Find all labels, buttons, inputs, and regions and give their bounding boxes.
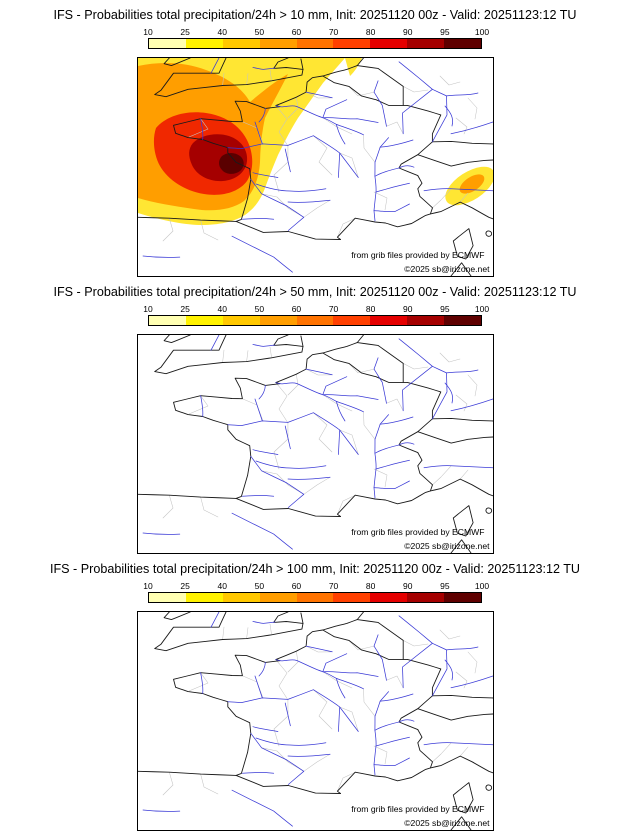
probability-colorbar: 10 25 40 50 60 70 80 90 95 100: [143, 304, 489, 326]
ecmwf-credit: from grib files provided by ECMWF: [351, 804, 485, 814]
colorbar-tick-label: 100: [474, 581, 490, 591]
france-probability-map: [138, 612, 493, 830]
colorbar-segment: [370, 316, 408, 325]
copyright-credit: ©2025 sb@irizone.net: [404, 264, 490, 274]
colorbar-tick-label: 90: [403, 304, 413, 314]
colorbar-segment: [185, 39, 223, 48]
colorbar-tick-label: 70: [328, 581, 339, 591]
colorbar-gradient: [148, 315, 482, 326]
panel-precip-gt100: IFS - Probabilities total precipitation/…: [0, 554, 630, 831]
colorbar-tick-label: 10: [143, 304, 153, 314]
france-probability-map: [138, 58, 493, 276]
colorbar-tick-label: 95: [440, 304, 450, 314]
panel-title: IFS - Probabilities total precipitation/…: [49, 562, 581, 576]
colorbar-segment: [185, 316, 223, 325]
colorbar-segment: [296, 316, 334, 325]
colorbar-tick-label: 60: [291, 27, 302, 37]
colorbar-segment: [259, 316, 297, 325]
colorbar-segment: [407, 316, 445, 325]
colorbar-segment: [444, 593, 482, 602]
colorbar-segment: [296, 39, 334, 48]
colorbar-tick-label: 50: [254, 304, 265, 314]
map-frame: from grib files provided by ECMWF ©2025 …: [136, 334, 494, 554]
colorbar-tick-label: 25: [180, 581, 190, 591]
colorbar-segment: [296, 593, 334, 602]
colorbar-segment: [259, 593, 297, 602]
colorbar-tick-label: 60: [291, 581, 302, 591]
colorbar-segment: [149, 316, 186, 325]
map-frame: from grib files provided by ECMWF ©2025 …: [136, 57, 494, 277]
panel-precip-gt50: IFS - Probabilities total precipitation/…: [0, 277, 630, 554]
colorbar-tick-label: 70: [328, 304, 339, 314]
colorbar-segment: [149, 39, 186, 48]
panel-title: IFS - Probabilities total precipitation/…: [53, 285, 577, 299]
ecmwf-credit: from grib files provided by ECMWF: [351, 250, 485, 260]
panel-title: IFS - Probabilities total precipitation/…: [53, 8, 577, 22]
colorbar-gradient: [148, 592, 482, 603]
colorbar-segment: [370, 593, 408, 602]
colorbar-segment: [370, 39, 408, 48]
colorbar-segment: [185, 593, 223, 602]
colorbar-tick-label: 100: [474, 27, 490, 37]
copyright-credit: ©2025 sb@irizone.net: [404, 818, 490, 828]
probability-colorbar: 10 25 40 50 60 70 80 90 95 100: [143, 581, 489, 603]
colorbar-segment: [222, 593, 260, 602]
colorbar-tick-label: 40: [217, 27, 227, 37]
colorbar-tick-label: 25: [180, 27, 190, 37]
colorbar-segment: [333, 593, 371, 602]
colorbar-segment: [259, 39, 297, 48]
colorbar-segment: [333, 316, 371, 325]
colorbar-tick-label: 90: [403, 27, 413, 37]
colorbar-tick-label: 70: [328, 27, 339, 37]
colorbar-tick-label: 95: [440, 27, 450, 37]
colorbar-segment: [407, 39, 445, 48]
colorbar-segment: [149, 593, 186, 602]
colorbar-tick-label: 10: [143, 27, 153, 37]
colorbar-tick-label: 10: [143, 581, 153, 591]
colorbar-segment: [333, 39, 371, 48]
ecmwf-credit: from grib files provided by ECMWF: [351, 527, 485, 537]
colorbar-segment: [444, 316, 482, 325]
colorbar-tick-label: 80: [365, 27, 376, 37]
colorbar-gradient: [148, 38, 482, 49]
map-frame: from grib files provided by ECMWF ©2025 …: [136, 611, 494, 831]
colorbar-tick-label: 25: [180, 304, 190, 314]
colorbar-tick-label: 80: [365, 581, 376, 591]
probability-colorbar: 10 25 40 50 60 70 80 90 95 100: [143, 27, 489, 49]
colorbar-tick-label: 90: [403, 581, 413, 591]
colorbar-tick-label: 50: [254, 27, 265, 37]
panel-precip-gt10: IFS - Probabilities total precipitation/…: [0, 0, 630, 277]
copyright-credit: ©2025 sb@irizone.net: [404, 541, 490, 551]
colorbar-segment: [407, 593, 445, 602]
colorbar-tick-label: 95: [440, 581, 450, 591]
france-probability-map: [138, 335, 493, 553]
colorbar-tick-label: 50: [254, 581, 265, 591]
colorbar-tick-label: 80: [365, 304, 376, 314]
colorbar-segment: [444, 39, 482, 48]
colorbar-tick-label: 60: [291, 304, 302, 314]
colorbar-tick-label: 40: [217, 304, 227, 314]
colorbar-segment: [222, 39, 260, 48]
colorbar-tick-label: 100: [474, 304, 490, 314]
colorbar-tick-label: 40: [217, 581, 227, 591]
colorbar-segment: [222, 316, 260, 325]
